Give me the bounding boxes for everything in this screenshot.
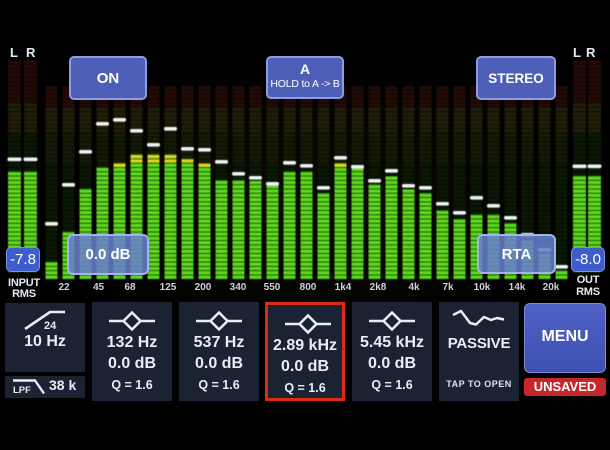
svg-text:24: 24 xyxy=(44,320,57,332)
svg-text:LPF: LPF xyxy=(13,385,31,396)
